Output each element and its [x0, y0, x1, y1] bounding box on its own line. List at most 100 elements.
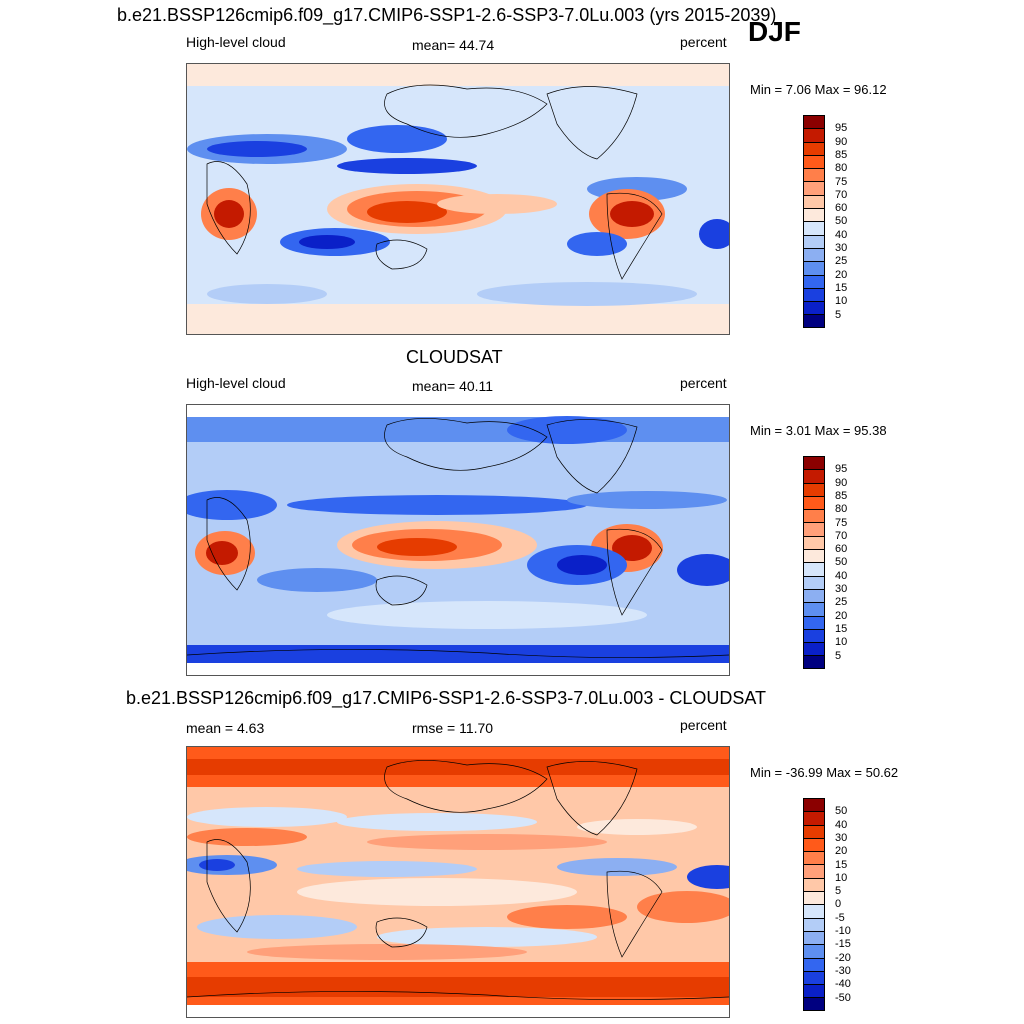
colorbar-swatch: [803, 181, 825, 195]
panel3-minmax: Min = -36.99 Max = 50.62: [750, 765, 899, 780]
colorbar-tick-label: 80: [835, 503, 848, 516]
colorbar-swatch: [803, 549, 825, 563]
colorbar-tick-label: -50: [835, 991, 851, 1004]
panel2-title: CLOUDSAT: [406, 347, 503, 367]
colorbar-swatch: [803, 274, 825, 288]
panel1-map: [186, 63, 730, 335]
colorbar-tick-label: -10: [835, 925, 851, 937]
colorbar-tick-label: 0: [835, 898, 842, 911]
panel3-units-label: percent: [680, 717, 727, 733]
colorbar-swatch: [803, 456, 825, 470]
colorbar-swatch: [803, 970, 825, 985]
colorbar-swatch: [803, 247, 825, 262]
colorbar-swatch: [803, 930, 825, 945]
colorbar-tick-label: 10: [835, 871, 848, 884]
colorbar-swatch: [803, 891, 825, 905]
colorbar-tick-label: 80: [835, 162, 848, 175]
colorbar-swatch: [803, 509, 825, 523]
panel3-mean-label: mean = 4.63: [186, 720, 265, 736]
colorbar-tick-label: 95: [835, 122, 848, 135]
colorbar-tick-label: 20: [835, 845, 848, 858]
panel1-colorbar: 95 90 85 80 75 70 60 50 40 30 25 20 15 10 5: [803, 115, 847, 328]
colorbar-swatch: [803, 798, 825, 812]
colorbar-tick-label: 75: [835, 516, 848, 529]
colorbar-tick-label: -30: [835, 964, 851, 977]
colorbar-tick-label: 20: [835, 609, 848, 622]
colorbar-swatch: [803, 261, 825, 275]
colorbar-swatch: [803, 628, 825, 643]
colorbar-tick-label: 5: [835, 649, 842, 662]
panel1-variable-label: High-level cloud: [186, 34, 286, 50]
panel3-colorbar: 50 40 30 20 15 10 5 0 -5 -10 -15 -20 -30 -40 -50: [803, 798, 851, 1011]
colorbar-swatch: [803, 535, 825, 550]
colorbar-swatch: [803, 904, 825, 918]
colorbar-tick-label: 15: [835, 281, 848, 294]
colorbar-swatch: [803, 154, 825, 169]
colorbar-tick-label: 85: [835, 148, 848, 161]
panel2-colorbar: 95 90 85 80 75 70 60 50 40 30 25 20 15 10 5: [803, 456, 847, 669]
colorbar-tick-label: -40: [835, 978, 851, 991]
colorbar-tick-label: 15: [835, 858, 848, 871]
colorbar-tick-label: 30: [835, 583, 848, 595]
colorbar-swatch: [803, 482, 825, 496]
colorbar-swatch: [803, 168, 825, 182]
colorbar-swatch: [803, 615, 825, 629]
panel3-rmse-label: rmse = 11.70: [412, 720, 494, 736]
colorbar-swatch: [803, 495, 825, 510]
colorbar-swatch: [803, 208, 825, 222]
colorbar-swatch: [803, 301, 825, 315]
colorbar-swatch: [803, 575, 825, 589]
colorbar-tick-label: 10: [835, 295, 848, 308]
panel2-units-label: percent: [680, 375, 727, 391]
colorbar-swatch: [803, 642, 825, 656]
colorbar-tick-label: 60: [835, 543, 848, 556]
colorbar-tick-label: 5: [835, 885, 842, 898]
colorbar-swatch: [803, 194, 825, 209]
colorbar-swatch: [803, 655, 825, 669]
colorbar-swatch: [803, 811, 825, 825]
colorbar-swatch: [803, 522, 825, 536]
panel1-units-label: percent: [680, 34, 727, 50]
colorbar-tick-label: 30: [835, 831, 848, 844]
colorbar-swatch: [803, 997, 825, 1011]
colorbar-swatch: [803, 851, 825, 865]
colorbar-swatch: [803, 115, 825, 129]
colorbar-tick-label: 50: [835, 805, 848, 818]
colorbar-tick-label: 40: [835, 569, 848, 582]
colorbar-tick-label: 70: [835, 188, 848, 201]
colorbar-tick-label: 40: [835, 228, 848, 241]
colorbar-swatch: [803, 562, 825, 576]
panel1-mean-label: mean= 44.74: [412, 37, 495, 53]
colorbar-swatch: [803, 957, 825, 971]
colorbar-tick-label: 5: [835, 308, 842, 321]
colorbar-tick-label: 95: [835, 463, 848, 476]
colorbar-swatch: [803, 944, 825, 958]
colorbar-swatch: [803, 588, 825, 603]
colorbar-swatch: [803, 314, 825, 328]
colorbar-swatch: [803, 917, 825, 931]
colorbar-tick-label: 85: [835, 489, 848, 502]
panel1-title: b.e21.BSSP126cmip6.f09_g17.CMIP6-SSP1-2.…: [117, 5, 777, 25]
colorbar-tick-label: 75: [835, 175, 848, 188]
panel3-map: [186, 746, 730, 1018]
colorbar-tick-label: -5: [835, 911, 845, 924]
panel2-minmax: Min = 3.01 Max = 95.38: [750, 423, 887, 438]
colorbar-swatch: [803, 602, 825, 616]
colorbar-tick-label: 25: [835, 255, 848, 268]
colorbar-tick-label: 90: [835, 135, 848, 148]
colorbar-swatch: [803, 221, 825, 235]
panel1-minmax: Min = 7.06 Max = 96.12: [750, 82, 887, 97]
colorbar-tick-label: 25: [835, 596, 848, 609]
colorbar-swatch: [803, 877, 825, 892]
season-label: DJF: [748, 16, 801, 47]
colorbar-tick-label: 40: [835, 818, 848, 831]
colorbar-tick-label: -20: [835, 951, 851, 964]
colorbar-swatch: [803, 141, 825, 155]
colorbar-swatch: [803, 287, 825, 302]
colorbar-tick-label: 60: [835, 202, 848, 215]
panel2-map: [186, 404, 730, 676]
colorbar-swatch: [803, 469, 825, 483]
colorbar-swatch: [803, 824, 825, 838]
colorbar-swatch: [803, 234, 825, 248]
colorbar-tick-label: 90: [835, 476, 848, 489]
